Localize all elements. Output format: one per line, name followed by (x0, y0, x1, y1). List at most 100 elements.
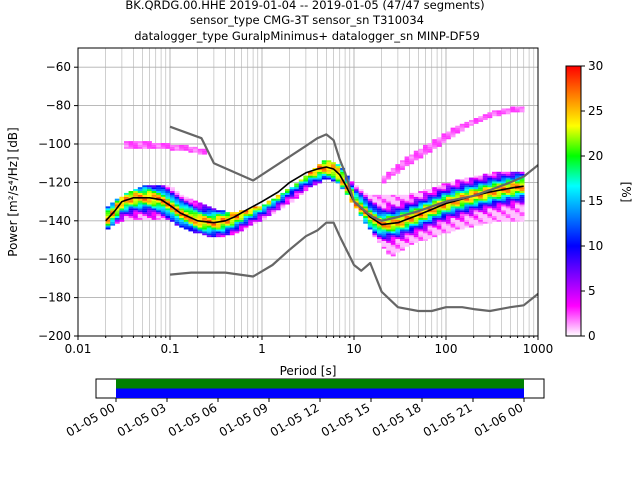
psd-cell (413, 219, 419, 222)
psd-cell (372, 206, 378, 209)
psd-cell (216, 227, 221, 230)
psd-cell (147, 200, 152, 203)
psd-cell (170, 198, 175, 201)
psd-cell (386, 242, 392, 245)
psd-cell (515, 189, 520, 192)
psd-cell (505, 212, 511, 215)
psd-cell (312, 179, 318, 182)
psd-cell (257, 208, 263, 211)
psd-cell (423, 227, 428, 230)
psd-cell (326, 162, 332, 165)
psd-cell (423, 194, 428, 197)
psd-cell (142, 191, 148, 193)
psd-cell (317, 169, 323, 172)
psd-cell (423, 219, 428, 222)
psd-cell (202, 206, 208, 209)
psd-cell (441, 214, 447, 217)
psd-cell (179, 194, 185, 197)
psd-cell (367, 210, 373, 213)
psd-cell (487, 185, 493, 188)
psd-cell (413, 237, 419, 240)
psd-cell (386, 231, 392, 234)
psd-cell (464, 194, 470, 197)
psd-cell (197, 208, 203, 211)
psd-cell (372, 210, 378, 213)
psd-cell (390, 171, 396, 174)
psd-cell (423, 196, 428, 199)
psd-cell (257, 219, 263, 222)
psd-cell (418, 239, 424, 241)
psd-cell (133, 200, 139, 203)
psd-cell (436, 227, 442, 230)
psd-cell (354, 189, 359, 192)
psd-cell (432, 139, 438, 142)
psd-cell (487, 196, 493, 199)
psd-cell (469, 177, 474, 180)
psd-cell (386, 223, 392, 226)
psd-cell (151, 194, 157, 197)
psd-cell (455, 217, 461, 220)
psd-cell (510, 204, 516, 207)
psd-cell (220, 214, 226, 217)
psd-cell (160, 194, 166, 197)
psd-cell (395, 237, 401, 240)
psd-cell (510, 183, 516, 186)
psd-cell (170, 187, 175, 190)
psd-cell (142, 194, 148, 197)
psd-cell (165, 210, 171, 213)
psd-cell (390, 229, 396, 232)
psd-cell (459, 202, 465, 205)
psd-cell (482, 179, 488, 182)
psd-cell (450, 127, 456, 130)
psd-cell (179, 219, 185, 222)
psd-cell (469, 183, 474, 186)
y-tick-label: −180 (38, 291, 71, 305)
psd-cell (110, 208, 116, 211)
psd-cell (487, 194, 493, 197)
psd-cell (381, 214, 387, 217)
psd-cell (450, 227, 456, 230)
psd-cell (216, 217, 221, 220)
psd-cell (211, 214, 217, 217)
psd-cell (515, 191, 520, 193)
psd-cell (455, 214, 461, 217)
psd-cell (423, 229, 428, 232)
psd-cell (170, 189, 175, 192)
psd-cell (469, 200, 474, 203)
psd-cell (515, 187, 520, 190)
psd-cell (156, 208, 162, 211)
psd-cell (427, 143, 433, 145)
psd-cell (174, 215, 180, 218)
psd-cell (427, 196, 433, 199)
psd-cell (317, 175, 323, 178)
psd-cell (133, 214, 139, 217)
psd-cell (455, 221, 461, 224)
psd-cell (170, 204, 175, 207)
psd-cell (395, 196, 401, 199)
psd-cell (188, 227, 194, 230)
psd-cell (262, 214, 267, 217)
psd-cell (390, 210, 396, 213)
psd-cell (142, 206, 148, 209)
psd-cell (423, 148, 428, 151)
psd-cell (395, 231, 401, 234)
psd-cell (432, 141, 438, 144)
psd-cell (436, 200, 442, 203)
psd-cell (151, 210, 157, 213)
psd-cell (446, 187, 451, 190)
psd-cell (193, 214, 198, 217)
psd-cell (386, 246, 392, 249)
psd-cell (147, 187, 152, 190)
psd-cell (386, 210, 392, 213)
psd-cell (220, 229, 226, 232)
psd-cell (294, 194, 300, 197)
psd-cell (501, 214, 507, 217)
psd-cell (487, 219, 493, 222)
psd-cell (317, 181, 323, 184)
psd-cell (446, 208, 451, 211)
psd-cell (174, 217, 180, 220)
psd-cell (487, 214, 493, 217)
psd-cell (110, 215, 116, 218)
psd-cell (427, 194, 433, 197)
psd-cell (496, 114, 502, 117)
